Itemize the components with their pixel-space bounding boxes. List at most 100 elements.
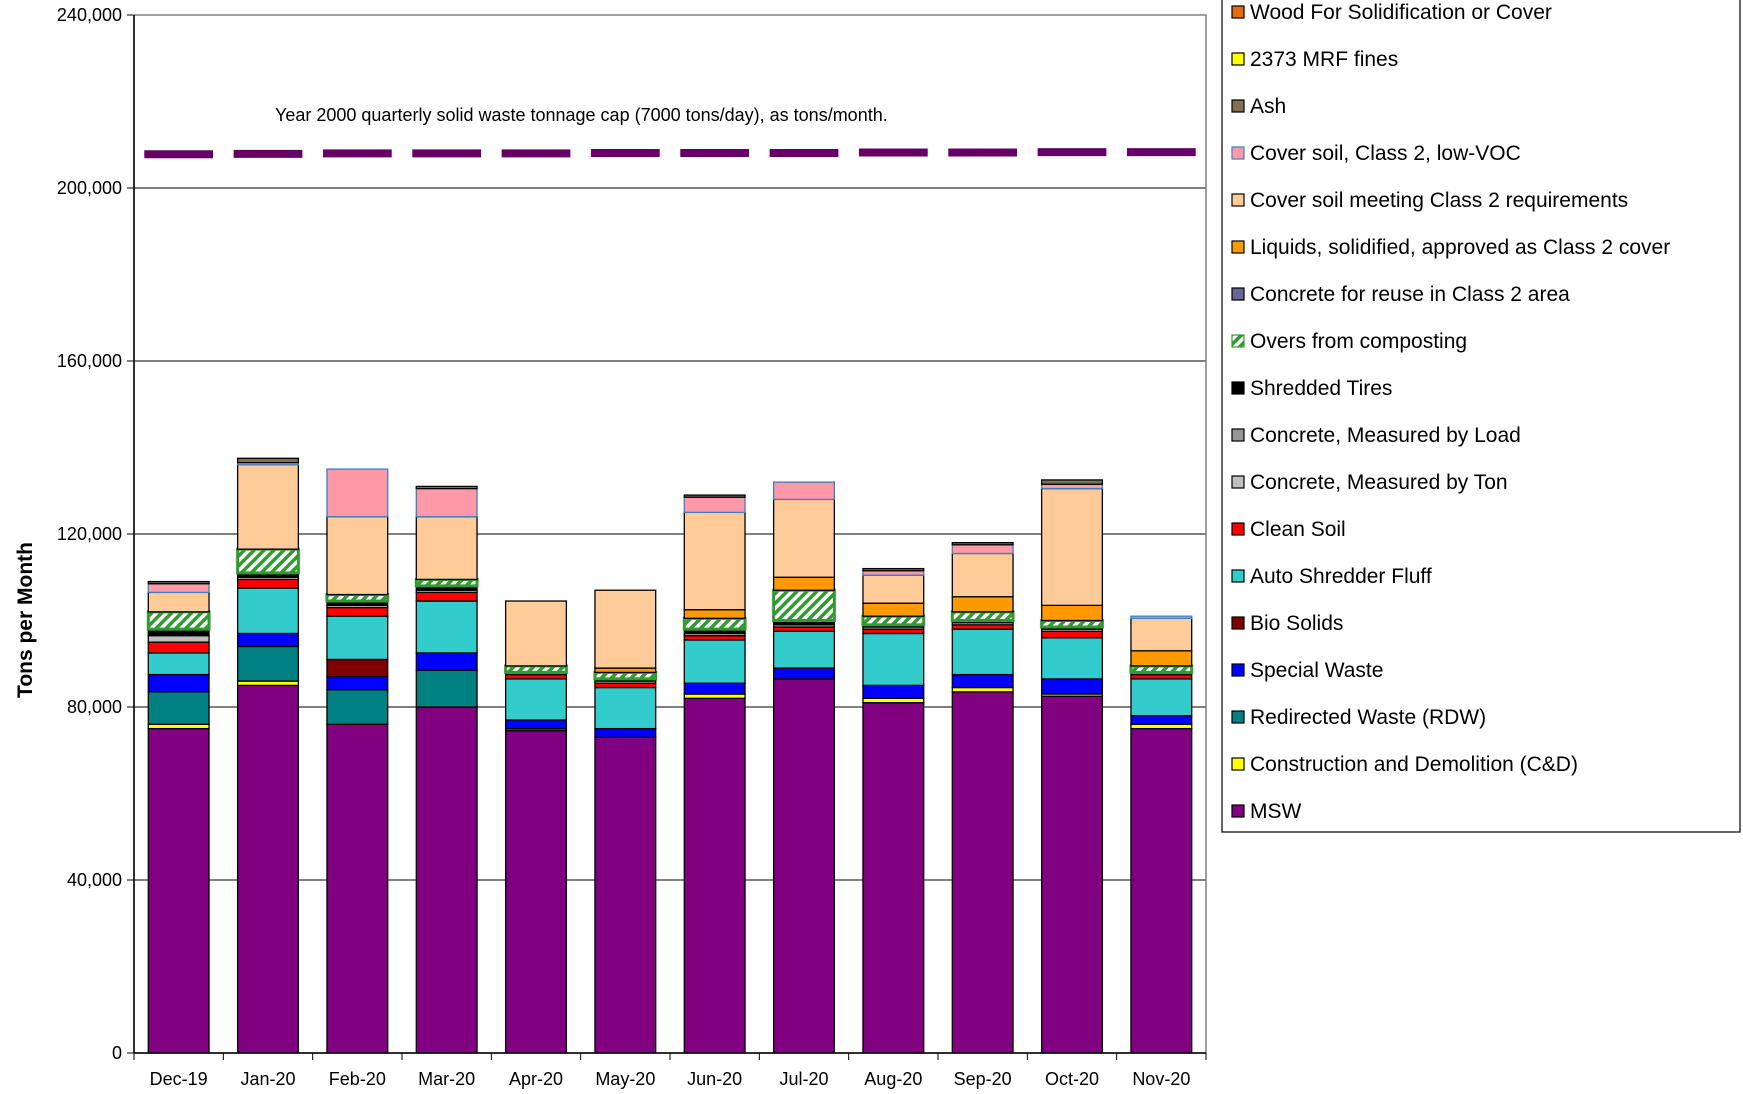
bar-segment [772, 678, 836, 1054]
bar-segment [504, 730, 568, 1054]
legend-swatch [1231, 193, 1245, 207]
y-tick-label: 160,000 [57, 351, 122, 371]
y-axis-title: Tons per Month [14, 542, 37, 698]
legend-label: Auto Shredder Fluff [1250, 565, 1432, 588]
x-tick-label: Oct-20 [1045, 1069, 1099, 1089]
bar-segment [415, 485, 478, 490]
bar-segment [594, 686, 657, 730]
bar-segment [683, 511, 746, 611]
bar-segment [414, 577, 479, 588]
legend: Wood For Solidification or Cover 2373 MRF… [1221, 0, 1741, 833]
axes: 0 40,000 80,000 120,000 160,000 200,000 240,00… [57, 5, 1207, 1089]
x-tick-label: Dec-19 [150, 1069, 208, 1089]
bar-segment [772, 576, 836, 591]
legend-label: 2373 MRF fines [1250, 48, 1398, 71]
bar-segment [683, 494, 746, 498]
x-tick-label: May-20 [595, 1069, 655, 1089]
bar-segment [504, 600, 568, 667]
bar-segment [504, 719, 568, 730]
x-tick-label: Jul-20 [779, 1069, 828, 1089]
bar-segment [326, 689, 389, 725]
y-tick-label: 0 [112, 1043, 122, 1063]
bar-segment [147, 580, 210, 585]
bar-segment [1040, 678, 1104, 695]
bar-segment [951, 552, 1014, 598]
legend-label: Concrete for reuse in Class 2 area [1250, 283, 1570, 306]
legend-label: Ash [1250, 95, 1286, 118]
bar-segment [236, 464, 300, 550]
bar-segment [683, 639, 746, 684]
bar-segment [594, 727, 657, 738]
legend-label: Overs from composting [1250, 330, 1467, 353]
legend-box [1221, 0, 1741, 833]
legend-swatch [1231, 757, 1245, 771]
bar-segment [147, 691, 210, 725]
bar-segment [862, 574, 925, 604]
bar-segment [1040, 619, 1104, 629]
bar-segment [146, 610, 211, 631]
bar-segment [147, 583, 210, 594]
bar-segment [951, 596, 1014, 613]
legend-swatch [1231, 5, 1245, 19]
bar-segment [147, 641, 210, 654]
legend-swatch [1231, 663, 1245, 677]
legend-swatch [1231, 287, 1245, 301]
bar-segment [415, 669, 478, 708]
bar-segment [147, 652, 210, 676]
legend-swatch [1231, 616, 1245, 630]
legend-label: Cover soil, Class 2, low-VOC [1250, 142, 1521, 165]
y-tick-label: 200,000 [57, 178, 122, 198]
bar-segment [951, 673, 1014, 689]
bar-segment [1040, 695, 1104, 1054]
bar-segment [147, 673, 210, 693]
legend-swatch [1231, 475, 1245, 489]
bar-segment [1130, 727, 1193, 1054]
x-tick-label: Mar-20 [418, 1069, 475, 1089]
x-tick-label: Feb-20 [329, 1069, 386, 1089]
bar-segment [326, 615, 389, 661]
bar-segment [1130, 615, 1193, 619]
legend-label: Wood For Solidification or Cover [1250, 1, 1552, 24]
bar-segment [772, 630, 836, 669]
bar-segment [951, 628, 1014, 676]
legend-label: Special Waste [1250, 659, 1383, 682]
y-tick-label: 80,000 [67, 697, 122, 717]
bar-segment [1130, 678, 1193, 717]
x-tick-label: Jan-20 [240, 1069, 295, 1089]
legend-label: Clean Soil [1250, 518, 1346, 541]
bar-segment [683, 496, 746, 514]
legend-swatch [1231, 334, 1245, 348]
cap-line [144, 148, 1196, 159]
legend-label: Cover soil meeting Class 2 requirements [1250, 189, 1628, 212]
bar-segment [326, 658, 389, 678]
legend-swatch [1231, 428, 1245, 442]
bar-segment [147, 727, 210, 1054]
bar-segment [862, 684, 925, 699]
bar-segment [951, 544, 1014, 555]
bar-segment [682, 616, 747, 631]
legend-label: Shredded Tires [1250, 377, 1392, 400]
bar-segment [951, 691, 1014, 1054]
legend-swatch [1231, 710, 1245, 724]
bar-segment [325, 593, 390, 603]
legend-label: MSW [1250, 800, 1302, 823]
legend-label: Redirected Waste (RDW) [1250, 706, 1486, 729]
bar-segment [504, 678, 568, 721]
bar-segment [861, 614, 926, 627]
x-tick-label: Nov-20 [1132, 1069, 1190, 1089]
y-tick-label: 120,000 [57, 524, 122, 544]
bar-segment [326, 723, 389, 1054]
legend-label: Bio Solids [1250, 612, 1343, 635]
bar-segment [147, 634, 210, 643]
legend-label: Concrete, Measured by Load [1250, 424, 1521, 447]
x-tick-label: Sep-20 [954, 1069, 1012, 1089]
bar-segment [1040, 487, 1104, 607]
bar-segment [236, 632, 300, 648]
bar-segment [415, 487, 478, 518]
bar-segment [1040, 604, 1104, 622]
bar-segment [951, 542, 1014, 546]
bar-segment [594, 736, 657, 1054]
bar-segment [326, 606, 389, 617]
cap-line-label: Year 2000 quarterly solid waste tonnage … [275, 105, 888, 125]
bar-segment [950, 610, 1015, 622]
